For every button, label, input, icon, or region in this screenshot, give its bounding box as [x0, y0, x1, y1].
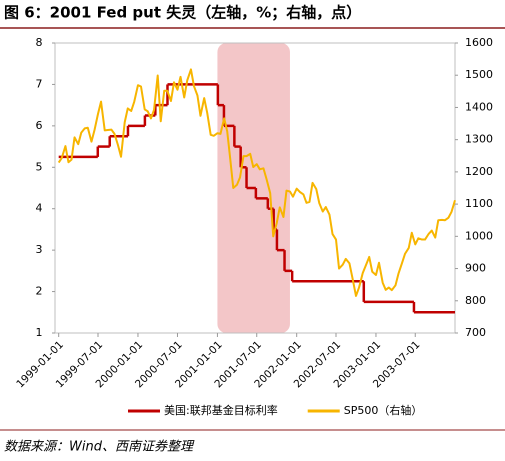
legend-label: SP500（右轴）	[344, 403, 423, 417]
y2-tick-label: 800	[465, 294, 486, 307]
y2-tick-label: 900	[465, 262, 486, 275]
chart-title: 图 6：2001 Fed put 失灵（左轴，%；右轴，点）	[4, 4, 361, 22]
y-tick-label: 2	[36, 285, 43, 298]
y2-tick-label: 1100	[465, 197, 493, 210]
y2-tick-label: 1500	[465, 68, 493, 81]
y2-tick-label: 1200	[465, 165, 493, 178]
y-tick-label: 8	[36, 36, 43, 49]
sp500-line	[57, 68, 456, 297]
y-tick-label: 5	[36, 160, 43, 173]
plot-frame	[54, 42, 456, 334]
plot-area: 1 2 3 4 5 6 7 8 700 800 900 1000 1100 1200 1300 1400 150…	[14, 36, 493, 417]
y2-tick-label: 1400	[465, 100, 493, 113]
y-tick-label: 3	[36, 243, 43, 256]
source-note: 数据来源：Wind、西南证券整理	[4, 440, 195, 455]
y2-tick-label: 1000	[465, 229, 493, 242]
y2-tick-label: 1600	[465, 36, 493, 49]
y2-tick-label: 700	[465, 326, 486, 339]
y-tick-label: 4	[36, 202, 43, 215]
y2-tick-label: 1300	[465, 133, 493, 146]
legend-label: 美国:联邦基金目标利率	[164, 403, 278, 417]
y-tick-label: 6	[36, 119, 43, 132]
y-tick-label: 7	[36, 77, 43, 90]
y-tick-label: 1	[36, 326, 43, 339]
